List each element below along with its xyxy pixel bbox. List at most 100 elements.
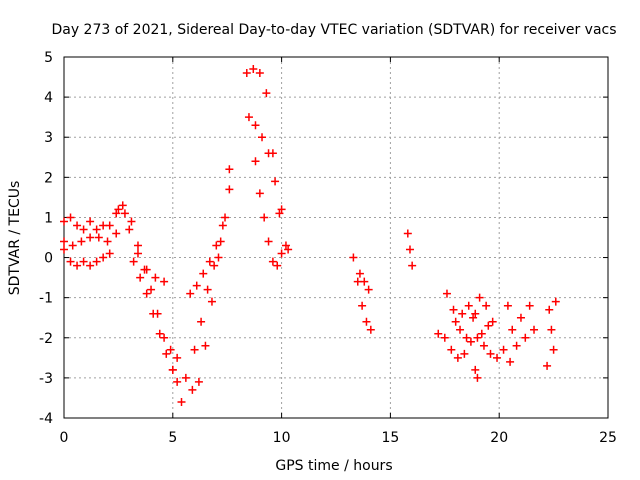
data-point [199,269,208,278]
data-point [162,349,171,358]
data-point [225,185,234,194]
data-point [201,341,210,350]
series-track-6 [125,225,169,286]
x-axis-label: GPS time / hours [275,458,392,474]
series-track-20 [471,365,482,382]
data-point [277,249,286,258]
series-track-18 [442,289,497,342]
data-point [66,257,75,266]
data-point [210,261,219,270]
series-track-19 [451,301,493,338]
data-point [482,301,491,310]
data-point [255,189,264,198]
y-tick-label: 4 [44,90,53,106]
data-point [79,225,88,234]
grid-layer [64,57,608,418]
data-point [112,209,121,218]
data-point [221,213,230,222]
data-point [129,257,138,266]
data-point [149,309,158,318]
data-point [364,285,373,294]
data-point [284,245,293,254]
data-point [488,317,497,326]
data-point [216,237,225,246]
data-point [471,309,480,318]
y-tick-label: 0 [44,251,53,267]
y-tick-label: 5 [44,50,53,66]
data-layer [60,65,560,406]
series-track-12 [244,113,293,254]
data-point [142,265,151,274]
data-point [264,149,273,158]
data-point [434,329,443,338]
data-point [449,305,458,314]
series-track-14 [349,253,375,334]
x-tick-label: 20 [490,430,508,446]
data-point [271,177,280,186]
series-track-16 [403,229,417,270]
data-point [242,69,251,78]
data-point [112,229,121,238]
data-point [473,373,482,382]
data-point [475,293,484,302]
data-point [447,345,456,354]
data-point [355,269,364,278]
series-track-7 [168,365,186,406]
series-track-3 [60,245,114,270]
data-point [486,349,495,358]
x-tick-label: 5 [168,430,177,446]
data-point [194,377,203,386]
data-point [440,333,449,342]
data-point [477,329,486,338]
data-point [484,321,493,330]
data-point [525,301,534,310]
data-point [186,289,195,298]
data-point [92,225,101,234]
series-track-4 [114,205,182,362]
data-point [73,261,82,270]
data-point [136,273,145,282]
data-point [142,289,151,298]
x-tick-label: 0 [60,430,69,446]
data-point [207,297,216,306]
data-point [349,253,358,262]
series-track-11 [242,65,290,250]
data-point [173,377,182,386]
data-point [188,385,197,394]
data-point [451,317,460,326]
series-track-23 [525,301,539,334]
data-point [260,213,269,222]
data-point [442,289,451,298]
plot-frame [63,56,609,419]
data-point [177,397,186,406]
data-point [214,253,223,262]
data-point [466,337,475,346]
data-point [458,309,467,318]
data-point [508,325,517,334]
data-point [366,325,375,334]
series-track-24 [543,297,560,370]
data-point [114,205,123,214]
data-point [68,241,77,250]
data-point [205,257,214,266]
data-point [358,301,367,310]
series-track-21 [503,301,530,350]
series-track-13 [251,157,286,270]
data-point [545,305,554,314]
data-point [469,313,478,322]
data-point [493,353,502,362]
data-point [79,257,88,266]
data-point [160,277,169,286]
data-point [405,245,414,254]
series-track-10 [190,237,225,354]
series-track-8 [181,165,234,394]
data-point [360,277,369,286]
y-tick-label: -2 [39,331,53,347]
series-track-17 [434,329,502,362]
series-track-5 [129,257,177,374]
data-point [543,361,552,370]
data-point [125,225,134,234]
data-point [173,353,182,362]
data-point [499,345,508,354]
